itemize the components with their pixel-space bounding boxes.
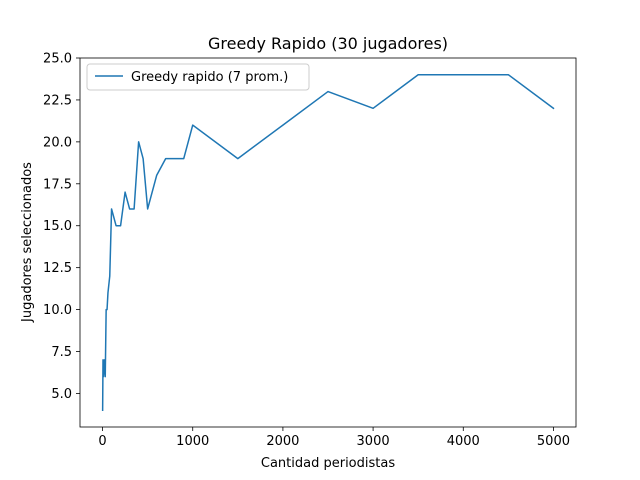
y-axis: 5.0 7.5 10.0 12.5 15.0 17.5 20.0 22.5 25.0 bbox=[43, 52, 80, 402]
x-axis: 0 1000 2000 3000 4000 5000 bbox=[98, 427, 570, 449]
plot-frame bbox=[79, 57, 577, 428]
plot-area bbox=[79, 57, 577, 428]
y-tick-label: 12.5 bbox=[43, 261, 72, 276]
series-line-0 bbox=[101, 74, 555, 411]
x-tick-label: 1000 bbox=[176, 434, 209, 449]
y-tick-label: 25.0 bbox=[43, 52, 72, 67]
x-tick-label: 3000 bbox=[357, 434, 390, 449]
legend-label: Greedy rapido (7 prom.) bbox=[131, 70, 288, 85]
x-tick-label: 2000 bbox=[266, 434, 299, 449]
y-tick-label: 5.0 bbox=[51, 387, 72, 402]
y-axis-title: Jugadores seleccionados bbox=[20, 162, 35, 323]
x-axis-title: Cantidad periodistas bbox=[261, 456, 395, 471]
x-tick-label: 4000 bbox=[447, 434, 480, 449]
y-tick-label: 15.0 bbox=[43, 219, 72, 234]
y-tick-label: 20.0 bbox=[43, 135, 72, 150]
legend: Greedy rapido (7 prom.) bbox=[86, 63, 310, 91]
y-tick-label: 10.0 bbox=[43, 303, 72, 318]
y-tick-label: 17.5 bbox=[43, 177, 72, 192]
legend-box bbox=[86, 63, 310, 91]
chart-title: Greedy Rapido (30 jugadores) bbox=[208, 34, 448, 53]
x-tick-label: 0 bbox=[98, 434, 106, 449]
x-tick-label: 5000 bbox=[537, 434, 570, 449]
y-tick-label: 22.5 bbox=[43, 93, 72, 108]
y-tick-label: 7.5 bbox=[51, 345, 72, 360]
